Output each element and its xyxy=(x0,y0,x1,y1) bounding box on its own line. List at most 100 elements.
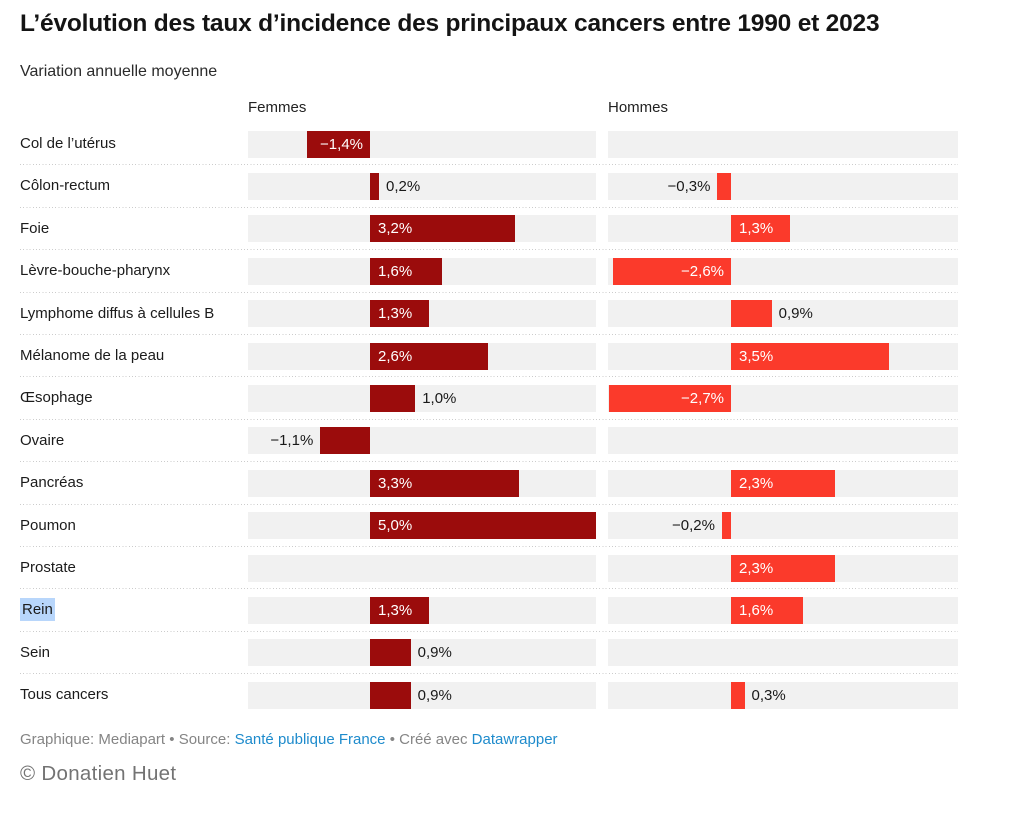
bar-value-label: 3,2% xyxy=(378,220,413,238)
bar-track-hommes: −2,7% xyxy=(608,385,958,413)
chart-row: Poumon 5,0% −0,2% xyxy=(20,505,958,548)
bar-value-label: 3,5% xyxy=(739,347,774,365)
bar-track-femmes: 1,6% xyxy=(248,257,596,285)
column-gap xyxy=(596,98,608,118)
bar-track-femmes: 0,2% xyxy=(248,173,596,201)
bar-track-hommes xyxy=(608,130,958,158)
chart-row: Rein 1,3% 1,6% xyxy=(20,589,958,633)
bar-value-label: 5,0% xyxy=(378,517,413,535)
bar-hommes xyxy=(613,257,731,285)
bar-value-label: −1,4% xyxy=(320,135,363,153)
bar-track-hommes: 3,5% xyxy=(608,342,958,370)
bar-value-label: 1,0% xyxy=(422,390,457,408)
chart-row: Œsophage 1,0% −2,7% xyxy=(20,377,958,421)
category-label: Col de l’utérus xyxy=(20,135,116,152)
bar-femmes xyxy=(370,596,429,624)
bar-value-label: 1,3% xyxy=(378,601,413,619)
bar-value-label: 2,6% xyxy=(378,347,413,365)
footer-source-label: Source: xyxy=(178,731,231,749)
bar-femmes xyxy=(370,512,596,540)
chart-title: L’évolution des taux d’incidence des pri… xyxy=(20,10,880,37)
bar-track-femmes: 0,9% xyxy=(248,639,596,667)
category-label: Foie xyxy=(20,219,50,237)
selected-text-highlight: Rein xyxy=(20,598,55,622)
category-label: Prostate xyxy=(20,558,76,576)
category-label: Lymphome diffus à cellules B xyxy=(20,304,215,322)
header-spacer xyxy=(20,98,248,118)
chart-row: Col de l’utérus −1,4% xyxy=(20,123,958,166)
bar-track-femmes: 1,0% xyxy=(248,385,596,413)
bar-hommes xyxy=(731,554,835,582)
chart-row: Lèvre-bouche-pharynx 1,6% −2,6% xyxy=(20,250,958,293)
chart-row: Tous cancers 0,9% 0,3% xyxy=(20,674,958,716)
chart-row: Mélanome de la peau 2,6% 3,5% xyxy=(20,335,958,378)
bar-track-hommes: −0,3% xyxy=(608,173,958,201)
footer-attribution: Graphique: Mediapart • Source: Santé pub… xyxy=(20,730,1003,749)
category-label: Sein xyxy=(20,643,51,661)
bar-track-hommes xyxy=(608,427,958,455)
bar-hommes xyxy=(731,342,890,370)
chart-row: Foie 3,2% 1,3% xyxy=(20,208,958,251)
datawrapper-link[interactable]: Datawrapper xyxy=(471,731,558,749)
bar-track-femmes xyxy=(248,554,596,582)
bar-track-femmes: 3,2% xyxy=(248,215,596,243)
bar-track-hommes: 2,3% xyxy=(608,554,958,582)
bar-value-label: −2,6% xyxy=(681,262,724,280)
bar-value-label: 0,3% xyxy=(751,686,786,704)
bar-femmes xyxy=(370,469,520,497)
chart-row: Côlon-rectum 0,2% −0,3% xyxy=(20,165,958,209)
category-label: Ovaire xyxy=(20,431,65,449)
bar-track-femmes: 0,9% xyxy=(248,681,596,709)
footer-created-label: Créé avec xyxy=(399,731,468,749)
bar-value-label: 0,9% xyxy=(417,686,452,704)
category-label: Côlon-rectum xyxy=(20,177,111,195)
bar-hommes xyxy=(608,385,731,413)
bar-femmes xyxy=(370,300,429,328)
bar-hommes xyxy=(731,596,804,624)
chart-subtitle: Variation annuelle moyenne xyxy=(20,63,218,80)
bar-track-hommes: −0,2% xyxy=(608,512,958,540)
bar-femmes xyxy=(320,427,370,455)
bar-hommes xyxy=(731,681,745,709)
category-label: Lèvre-bouche-pharynx xyxy=(20,262,171,280)
bar-femmes xyxy=(370,215,515,243)
source-link[interactable]: Santé publique France xyxy=(234,731,386,749)
bar-value-label: 1,6% xyxy=(739,601,774,619)
chart-container: L’évolution des taux d’incidence des pri… xyxy=(20,10,1003,785)
bar-value-label: 2,3% xyxy=(739,559,774,577)
bar-femmes xyxy=(306,130,370,158)
bar-track-hommes xyxy=(608,639,958,667)
bar-value-label: −0,2% xyxy=(672,517,715,535)
bar-femmes xyxy=(370,173,380,201)
bar-hommes xyxy=(731,300,772,328)
column-header-hommes: Hommes xyxy=(608,99,669,116)
bar-track-hommes: 2,3% xyxy=(608,469,958,497)
bar-track-femmes: 1,3% xyxy=(248,596,596,624)
bar-femmes xyxy=(370,385,416,413)
bar-track-femmes: −1,4% xyxy=(248,130,596,158)
bar-hommes xyxy=(731,215,790,243)
bar-femmes xyxy=(370,342,488,370)
bar-value-label: 0,9% xyxy=(778,305,813,323)
bar-hommes xyxy=(717,173,731,201)
bar-femmes xyxy=(370,257,443,285)
column-headers: Femmes Hommes xyxy=(20,98,1003,118)
category-label: Mélanome de la peau xyxy=(20,346,165,364)
bar-value-label: 2,3% xyxy=(739,474,774,492)
bar-value-label: 0,2% xyxy=(386,178,421,196)
bar-track-femmes: 2,6% xyxy=(248,342,596,370)
category-label: Œsophage xyxy=(20,389,93,407)
bar-value-label: −1,1% xyxy=(270,432,314,450)
category-label: Poumon xyxy=(20,516,76,534)
grouped-bar-chart: Femmes Hommes Col de l’utérus −1,4% Côlon-… xyxy=(20,98,1003,716)
category-label: Rein xyxy=(20,589,248,631)
bar-femmes xyxy=(370,639,411,667)
footer-bullet: • xyxy=(389,731,395,749)
bar-track-hommes: 1,3% xyxy=(608,215,958,243)
bar-value-label: 1,6% xyxy=(378,262,413,280)
bar-value-label: −2,7% xyxy=(681,390,724,408)
bar-femmes xyxy=(370,681,411,709)
chart-row: Pancréas 3,3% 2,3% xyxy=(20,462,958,505)
column-header-femmes: Femmes xyxy=(248,99,307,116)
chart-row: Ovaire −1,1% xyxy=(20,420,958,463)
